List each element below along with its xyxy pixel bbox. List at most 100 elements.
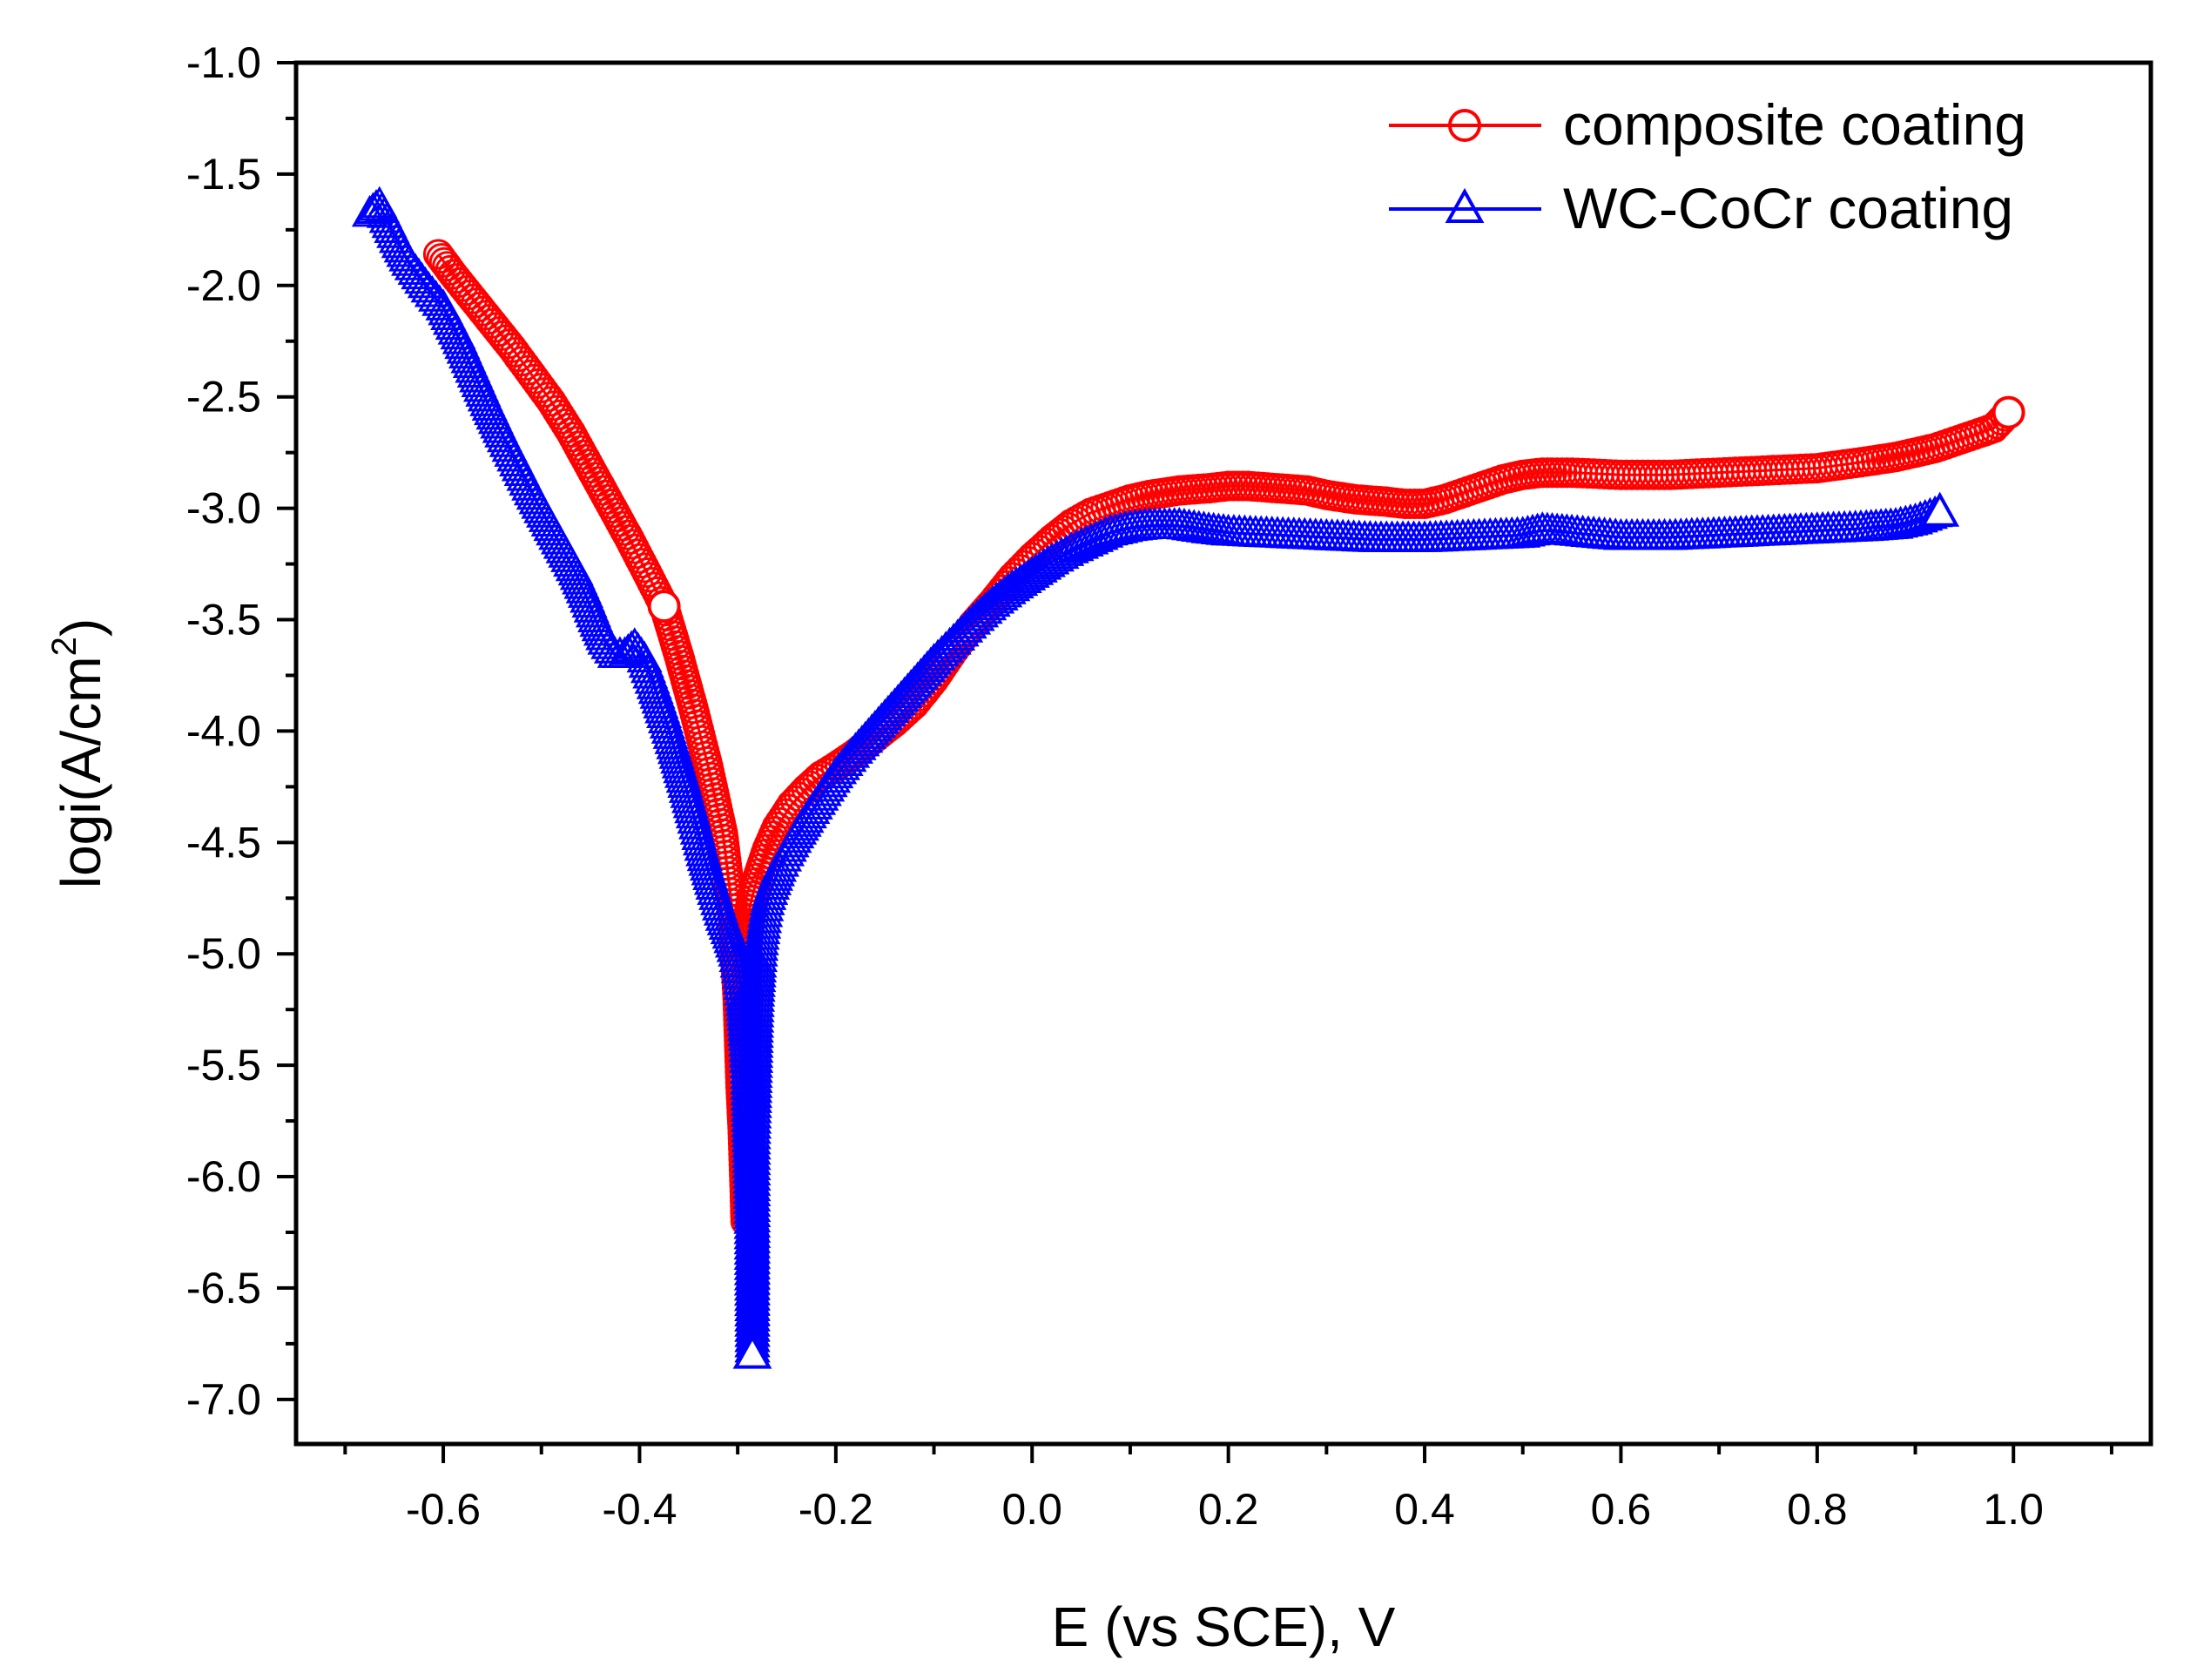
data-point bbox=[1324, 518, 1361, 551]
data-point bbox=[613, 630, 650, 663]
data-point bbox=[1259, 516, 1296, 548]
data-point bbox=[735, 1211, 772, 1243]
data-point bbox=[741, 940, 778, 973]
data-point bbox=[1587, 516, 1623, 549]
data-point bbox=[1608, 517, 1645, 550]
data-point bbox=[734, 1288, 771, 1321]
data-point bbox=[736, 1106, 772, 1139]
y-tick-label: -6.5 bbox=[186, 1264, 261, 1312]
data-point bbox=[738, 995, 775, 1028]
data-point bbox=[1445, 518, 1481, 550]
data-point bbox=[1401, 520, 1438, 552]
data-point bbox=[1756, 513, 1792, 545]
data-point bbox=[915, 643, 953, 675]
data-point bbox=[920, 638, 956, 671]
series-line bbox=[368, 203, 1941, 1355]
data-point bbox=[746, 901, 783, 934]
data-point bbox=[677, 801, 713, 834]
data-point bbox=[1816, 510, 1852, 543]
data-point bbox=[1657, 517, 1694, 550]
data-point bbox=[1652, 517, 1688, 550]
legend-label-composite: composite coating bbox=[1563, 92, 2026, 157]
y-tick-label: -2.0 bbox=[186, 261, 261, 310]
data-point bbox=[738, 1006, 775, 1038]
data-point bbox=[734, 1252, 772, 1285]
data-point bbox=[735, 1237, 772, 1269]
y-axis-title-sup: 2 bbox=[45, 637, 84, 656]
data-point bbox=[1243, 515, 1279, 547]
data-point bbox=[1788, 511, 1824, 544]
data-point bbox=[1619, 517, 1655, 550]
data-point bbox=[735, 1226, 772, 1258]
data-point bbox=[734, 1293, 771, 1326]
data-point bbox=[1809, 510, 1846, 543]
y-tick-label: -1.5 bbox=[186, 150, 261, 199]
data-point bbox=[744, 917, 780, 950]
data-point bbox=[735, 1143, 772, 1176]
x-tick-label: -0.4 bbox=[602, 1485, 677, 1534]
data-point bbox=[735, 1111, 772, 1144]
data-point bbox=[1292, 516, 1329, 550]
x-tick-label: 0.0 bbox=[1001, 1485, 1062, 1534]
legend-item-composite: composite coating bbox=[1389, 92, 2026, 157]
data-point bbox=[1433, 518, 1470, 551]
y-tick-label: -1.0 bbox=[186, 38, 261, 87]
data-point bbox=[1461, 517, 1498, 550]
data-point-highlight bbox=[1991, 395, 2025, 429]
data-point bbox=[679, 813, 716, 845]
data-point bbox=[734, 1258, 772, 1290]
y-tick-label: -5.0 bbox=[186, 929, 261, 978]
data-point bbox=[1684, 516, 1721, 549]
data-point bbox=[1641, 517, 1677, 550]
data-point bbox=[743, 923, 779, 955]
data-point bbox=[1281, 516, 1318, 549]
data-point bbox=[1412, 520, 1448, 552]
data-point bbox=[1630, 517, 1667, 550]
data-point bbox=[1379, 520, 1416, 552]
data-point bbox=[1477, 516, 1513, 550]
data-point bbox=[747, 894, 784, 928]
data-point bbox=[1722, 515, 1759, 547]
y-axis-title-main: logi(A/cm bbox=[50, 656, 112, 888]
data-point bbox=[745, 912, 781, 945]
data-point bbox=[1254, 515, 1291, 548]
data-point bbox=[1602, 517, 1639, 550]
data-point bbox=[734, 1278, 771, 1311]
data-point bbox=[1439, 518, 1476, 551]
data-point bbox=[1783, 511, 1819, 544]
x-tick-label: -0.6 bbox=[406, 1485, 481, 1534]
data-point bbox=[1428, 519, 1465, 551]
data-point bbox=[924, 634, 960, 667]
data-point bbox=[736, 1102, 772, 1134]
data-point bbox=[1038, 539, 1075, 572]
data-point bbox=[1646, 517, 1683, 550]
data-point bbox=[1734, 514, 1770, 547]
y-tick-label: -5.5 bbox=[186, 1041, 261, 1090]
data-point bbox=[735, 1127, 772, 1160]
data-point bbox=[741, 945, 778, 978]
data-point bbox=[735, 1148, 772, 1181]
data-point bbox=[1303, 517, 1339, 550]
data-point bbox=[738, 1010, 774, 1043]
data-point bbox=[1761, 513, 1797, 545]
x-axis: -0.6 -0.4 -0.2 0.0 0.2 0.4 0.6 0.8 1.0 bbox=[343, 1444, 2113, 1534]
data-point bbox=[1385, 520, 1421, 552]
data-point bbox=[1368, 520, 1405, 552]
data-point bbox=[1336, 519, 1372, 551]
data-point bbox=[735, 1195, 772, 1227]
data-point bbox=[943, 614, 980, 647]
data-point bbox=[735, 1184, 772, 1218]
data-point bbox=[1373, 520, 1411, 552]
x-tick-label: 1.0 bbox=[1983, 1485, 2044, 1534]
data-point bbox=[735, 1221, 772, 1253]
data-point bbox=[1624, 517, 1661, 550]
data-point bbox=[735, 1179, 772, 1212]
legend-marker-composite bbox=[1448, 109, 1481, 142]
y-tick-label: -4.0 bbox=[186, 706, 261, 755]
data-point bbox=[1248, 515, 1285, 548]
data-point bbox=[1472, 516, 1508, 550]
data-point bbox=[735, 1231, 772, 1264]
y-tick-label: -6.0 bbox=[186, 1152, 261, 1201]
data-point-highlight bbox=[1920, 491, 1960, 527]
data-point bbox=[1799, 511, 1836, 543]
